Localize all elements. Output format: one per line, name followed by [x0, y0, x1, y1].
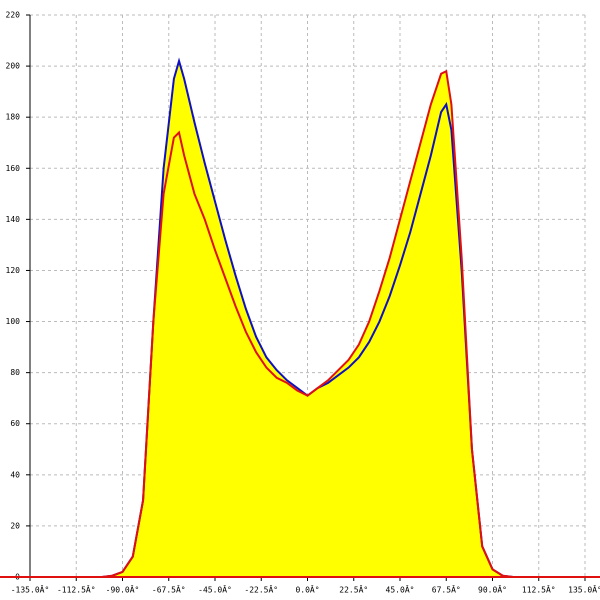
y-tick-label: 220: [6, 11, 21, 20]
x-tick-label: -22.5Â°: [244, 584, 278, 595]
y-tick-label: 160: [6, 164, 21, 173]
y-tick-label: 100: [6, 317, 21, 326]
y-tick-label: 120: [6, 266, 21, 275]
x-tick-label: -112.5Â°: [57, 584, 96, 595]
series-line: [30, 69, 585, 578]
x-tick-label: 90.0Â°: [478, 584, 507, 595]
x-tick-label: 135.0Â°: [568, 584, 600, 595]
y-tick-label: 200: [6, 62, 21, 71]
x-tick-label: 22.5Â°: [339, 584, 368, 595]
x-tick-label: -67.5Â°: [152, 584, 186, 595]
area-fill: [30, 71, 585, 577]
y-tick-label: 80: [10, 368, 20, 377]
x-tick-label: 0.0Â°: [295, 584, 319, 595]
x-tick-label: -90.0Â°: [106, 584, 140, 595]
x-tick-label: 67.5Â°: [432, 584, 461, 595]
y-tick-label: 140: [6, 215, 21, 224]
x-tick-label: -135.0Â°: [11, 584, 50, 595]
x-tick-label: 112.5Â°: [522, 584, 556, 595]
y-tick-label: 180: [6, 113, 21, 122]
x-tick-label: -45.0Â°: [198, 584, 232, 595]
x-tick-label: 45.0Â°: [386, 584, 415, 595]
y-tick-label: 60: [10, 419, 20, 428]
y-tick-label: 20: [10, 521, 20, 530]
y-tick-label: 40: [10, 470, 20, 479]
